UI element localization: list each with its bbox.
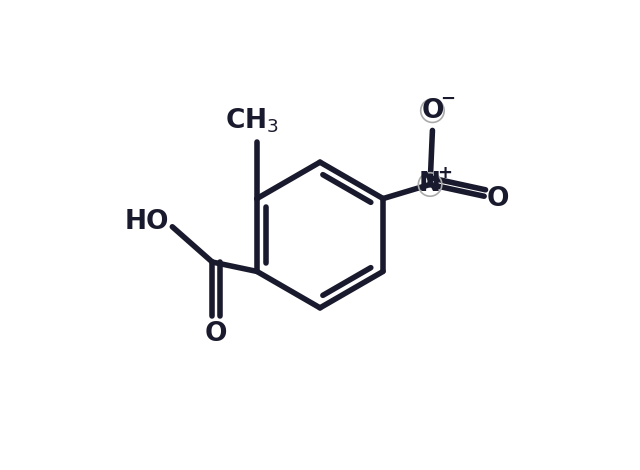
Text: HO: HO	[124, 209, 169, 235]
Text: N: N	[419, 172, 441, 197]
Text: CH$_3$: CH$_3$	[225, 107, 279, 135]
Text: −: −	[440, 89, 456, 108]
Text: O: O	[205, 321, 227, 347]
Text: O: O	[487, 186, 509, 212]
Text: +: +	[436, 164, 452, 182]
Text: O: O	[421, 98, 444, 124]
